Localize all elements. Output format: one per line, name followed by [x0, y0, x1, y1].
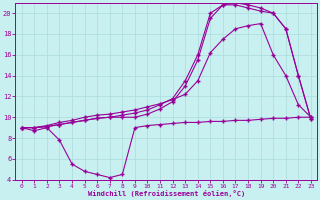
X-axis label: Windchill (Refroidissement éolien,°C): Windchill (Refroidissement éolien,°C)	[88, 190, 245, 197]
